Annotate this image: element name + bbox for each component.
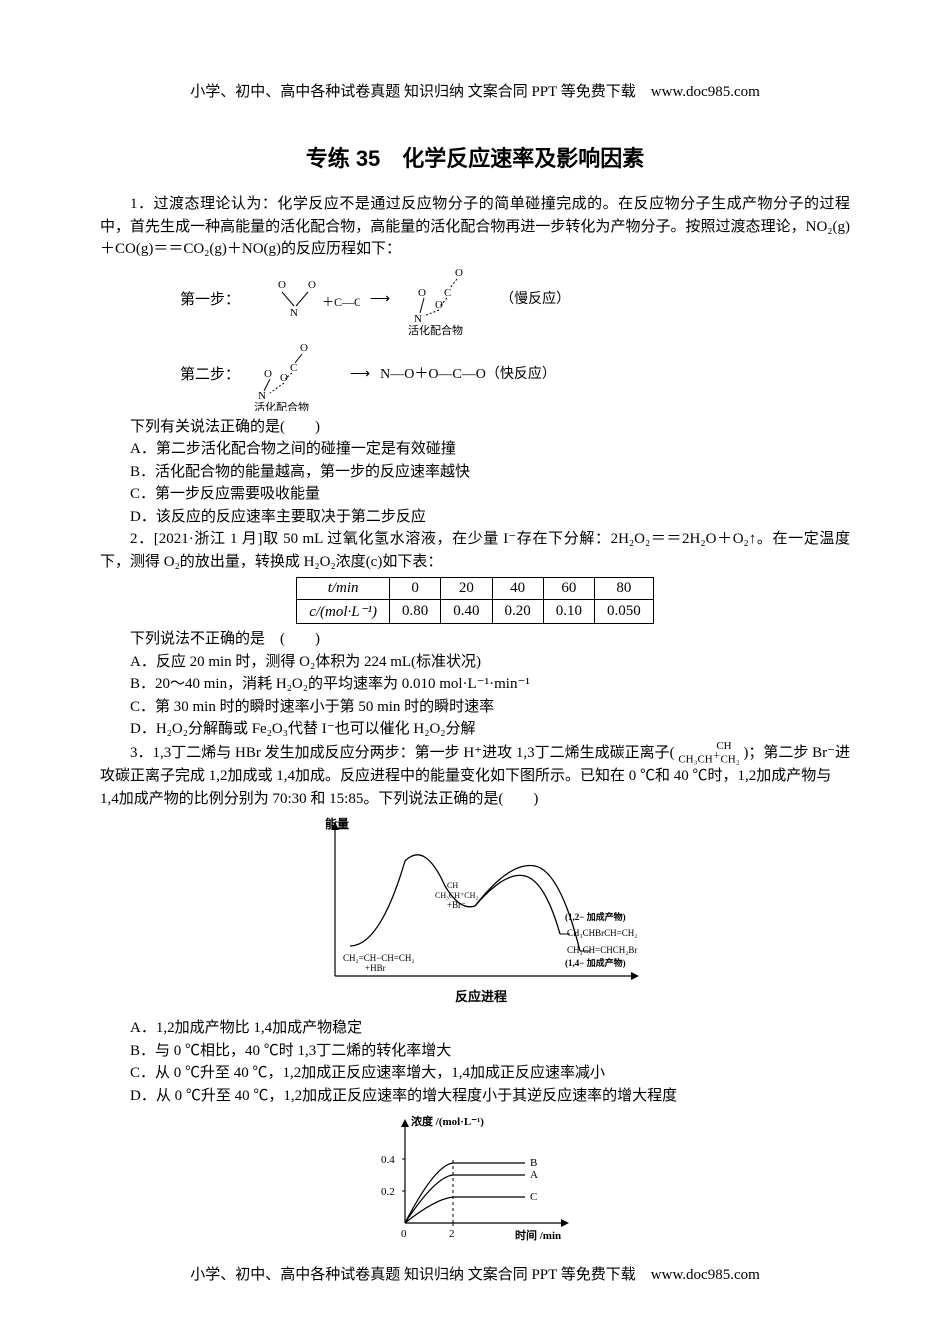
q1-optB: B．活化配合物的能量越高，第一步的反应速率越快	[100, 461, 850, 484]
svg-text:2: 2	[449, 1228, 455, 1240]
svg-text:0.4: 0.4	[381, 1154, 395, 1166]
svg-text:C: C	[530, 1191, 537, 1203]
svg-text:O: O	[264, 368, 272, 380]
q2-intro: 2．[2021·浙江 1 月]取 50 mL 过氧化氢水溶液，在少量 I⁻存在下…	[100, 528, 850, 573]
svg-text:活化配合物: 活化配合物	[254, 400, 309, 411]
q2-optB: B．20～40 min，消耗 H₂O₂的平均速率为 0.010 mol·L⁻¹·…	[100, 673, 850, 696]
q1-step2-diagram: 第二步： O C O O N 活化配合物 ⟶ N—O＋O—C—O（快反应）	[180, 341, 850, 411]
cell: 0.10	[543, 600, 594, 624]
cell: 0.80	[390, 600, 441, 624]
svg-text:A: A	[530, 1169, 538, 1181]
concentration-time-svg: 浓度 /(mol·L⁻¹) 时间 /min 0.2 0.4 0 2 B A C	[365, 1113, 585, 1243]
svg-text:O: O	[280, 372, 288, 384]
q2-optD: D．H₂O₂分解酶或 Fe₂O₃代替 I⁻也可以催化 H₂O₂分解	[100, 718, 850, 741]
table-row: t/min 0 20 40 60 80	[297, 578, 654, 600]
q1-step2-prefix: 第二步：	[180, 366, 240, 386]
cell: 0.40	[441, 600, 492, 624]
q3-inset-chart: 浓度 /(mol·L⁻¹) 时间 /min 0.2 0.4 0 2 B A C	[100, 1113, 850, 1248]
svg-text:CH₃CH=CHCH₂Br: CH₃CH=CHCH₂Br	[567, 945, 637, 955]
svg-text:O: O	[435, 299, 443, 311]
energy-profile-svg: 能量 反应进程 CH₂=CH−CH=CH₂ +HBr CH CH₃CH⁺CH₂ …	[295, 816, 655, 1006]
q1-step2-rhs: N—O＋O—C—O（快反应）	[380, 366, 556, 384]
svg-text:＋C—O: ＋C—O	[322, 295, 360, 309]
cell: 0	[390, 578, 441, 600]
svg-text:N: N	[290, 307, 298, 319]
q2-table: t/min 0 20 40 60 80 c/(mol·L⁻¹) 0.80 0.4…	[296, 577, 654, 624]
svg-text:0.2: 0.2	[381, 1186, 395, 1198]
svg-text:CH₂=CH−CH=CH₂: CH₂=CH−CH=CH₂	[343, 953, 415, 963]
svg-text:O: O	[418, 287, 426, 299]
cell: 0.050	[595, 600, 654, 624]
q3-optD: D．从 0 ℃升至 40 ℃，1,2­加成正反应速率的增大程度小于其逆反应速率的…	[100, 1085, 850, 1108]
q3-intro-part1: 3．1,3­丁二烯与 HBr 发生加成反应分两步：第一步 H⁺进攻 1,3­丁二…	[130, 744, 675, 760]
svg-text:O: O	[308, 279, 316, 291]
no2-co-icon: O O N ＋C—O	[250, 276, 360, 326]
activated-complex2-icon: O C O O N 活化配合物	[250, 341, 340, 411]
page-footer: 小学、初中、高中各种试卷真题 知识归纳 文案合同 PPT 等免费下载 www.d…	[0, 1263, 950, 1284]
svg-text:反应进程: 反应进程	[455, 989, 507, 1004]
cell: 0.20	[492, 600, 543, 624]
cell: 40	[492, 578, 543, 600]
q1-step1-diagram: 第一步： OO N ＋C—O ⟶ O C O O N 活化配合物 （慢反应）	[180, 266, 850, 336]
q3-optB: B．与 0 ℃相比，40 ℃时 1,3­丁二烯的转化率增大	[100, 1040, 850, 1063]
q1-step1-note: （慢反应）	[500, 291, 570, 309]
svg-text:(1,2− 加成产物): (1,2− 加成产物)	[565, 911, 626, 922]
q3-optA: A．1,2­加成产物比 1,4­加成产物稳定	[100, 1017, 850, 1040]
page-header: 小学、初中、高中各种试卷真题 知识归纳 文案合同 PPT 等免费下载 www.d…	[100, 80, 850, 101]
svg-text:CH₃CHBrCH=CH₂: CH₃CHBrCH=CH₂	[567, 928, 637, 938]
svg-text:CH: CH	[447, 881, 458, 890]
svg-text:O: O	[455, 267, 463, 279]
cell: c/(mol·L⁻¹)	[297, 600, 390, 624]
svg-text:时间 /min: 时间 /min	[515, 1228, 561, 1242]
svg-text:N: N	[414, 313, 422, 325]
q1-optC: C．第一步反应需要吸收能量	[100, 483, 850, 506]
svg-text:(1,4− 加成产物): (1,4− 加成产物)	[565, 957, 626, 968]
svg-text:O: O	[278, 279, 286, 291]
q2-optA: A．反应 20 min 时，测得 O₂体积为 224 mL(标准状况)	[100, 651, 850, 674]
table-row: c/(mol·L⁻¹) 0.80 0.40 0.20 0.10 0.050	[297, 600, 654, 624]
q3-energy-chart: 能量 反应进程 CH₂=CH−CH=CH₂ +HBr CH CH₃CH⁺CH₂ …	[100, 816, 850, 1011]
carbocation-inline: CHCH₃CH＋CH₂	[678, 741, 739, 766]
cell: 60	[543, 578, 594, 600]
svg-text:B: B	[530, 1157, 537, 1169]
q3-intro: 3．1,3­丁二烯与 HBr 发生加成反应分两步：第一步 H⁺进攻 1,3­丁二…	[100, 741, 850, 811]
q2-optC: C．第 30 min 时的瞬时速率小于第 50 min 时的瞬时速率	[100, 696, 850, 719]
cell: t/min	[297, 578, 390, 600]
q3-optC: C．从 0 ℃升至 40 ℃，1,2­加成正反应速率增大，1,4­加成正反应速率…	[100, 1062, 850, 1085]
q2-prompt: 下列说法不正确的是 ( )	[100, 628, 850, 651]
cell: 20	[441, 578, 492, 600]
q1-step1-prefix: 第一步：	[180, 291, 240, 311]
svg-text:N: N	[258, 390, 266, 402]
svg-text:+Br⁻: +Br⁻	[447, 900, 466, 910]
q1-intro: 1．过渡态理论认为：化学反应不是通过反应物分子的简单碰撞完成的。在反应物分子生成…	[100, 193, 850, 261]
activated-complex-icon: O C O O N 活化配合物	[400, 266, 490, 336]
q1-optD: D．该反应的反应速率主要取决于第二步反应	[100, 506, 850, 529]
svg-text:C: C	[444, 287, 451, 299]
svg-text:浓度 /(mol·L⁻¹): 浓度 /(mol·L⁻¹)	[411, 1114, 484, 1128]
svg-text:0: 0	[401, 1228, 407, 1240]
q1-optA: A．第二步活化配合物之间的碰撞一定是有效碰撞	[100, 438, 850, 461]
svg-text:C: C	[290, 362, 297, 374]
svg-text:+HBr: +HBr	[365, 963, 386, 973]
cell: 80	[595, 578, 654, 600]
q1-prompt: 下列有关说法正确的是( )	[100, 416, 850, 439]
doc-title: 专练 35 化学反应速率及影响因素	[100, 141, 850, 173]
svg-text:能量: 能量	[325, 816, 349, 831]
svg-text:活化配合物: 活化配合物	[408, 323, 463, 336]
svg-text:CH₃CH⁺CH₂: CH₃CH⁺CH₂	[435, 891, 478, 900]
svg-text:O: O	[300, 342, 308, 354]
